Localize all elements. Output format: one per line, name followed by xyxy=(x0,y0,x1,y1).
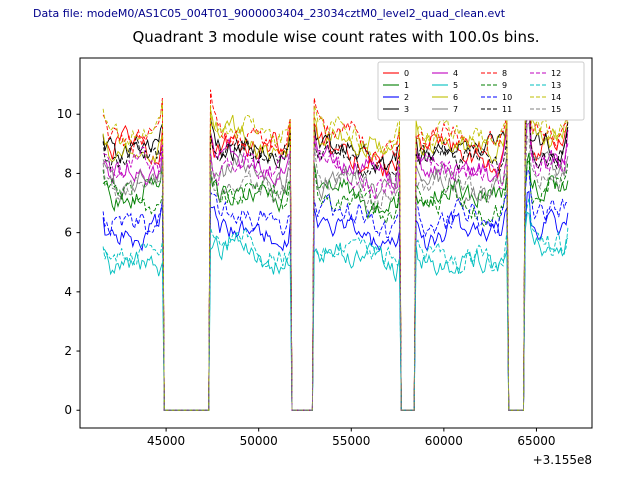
legend-entry-9: 9 xyxy=(481,81,507,90)
legend-entry-15: 15 xyxy=(530,105,561,114)
legend-entry-0: 0 xyxy=(383,69,409,78)
legend-label: 1 xyxy=(404,81,409,90)
legend-label: 4 xyxy=(453,69,458,78)
y-tick-label: 6 xyxy=(64,226,72,240)
legend-entry-13: 13 xyxy=(530,81,561,90)
legend-entry-14: 14 xyxy=(530,93,561,102)
x-tick-label: 55000 xyxy=(332,434,370,448)
series-line-13 xyxy=(102,197,569,411)
data-file-label: Data file: modeM0/AS1C05_004T01_90000034… xyxy=(33,7,506,20)
y-tick-label: 0 xyxy=(64,403,72,417)
legend-label: 8 xyxy=(502,69,507,78)
legend-entry-11: 11 xyxy=(481,105,512,114)
legend-label: 15 xyxy=(551,105,561,114)
legend-label: 6 xyxy=(453,93,458,102)
legend-entry-6: 6 xyxy=(432,93,458,102)
legend-label: 10 xyxy=(502,93,512,102)
legend-label: 9 xyxy=(502,81,507,90)
series-line-15 xyxy=(102,134,569,411)
legend-entry-7: 7 xyxy=(432,105,458,114)
y-tick-label: 2 xyxy=(64,344,72,358)
x-tick-label: 45000 xyxy=(147,434,185,448)
legend-label: 5 xyxy=(453,81,458,90)
legend-label: 11 xyxy=(502,105,512,114)
legend-label: 2 xyxy=(404,93,409,102)
legend-entry-5: 5 xyxy=(432,81,458,90)
x-tick-label: 60000 xyxy=(425,434,463,448)
legend-entry-4: 4 xyxy=(432,69,458,78)
legend-entry-10: 10 xyxy=(481,93,512,102)
legend-label: 13 xyxy=(551,81,561,90)
legend-entry-12: 12 xyxy=(530,69,561,78)
y-tick-label: 4 xyxy=(64,285,72,299)
legend-label: 14 xyxy=(551,93,561,102)
legend-label: 7 xyxy=(453,105,458,114)
legend-label: 3 xyxy=(404,105,409,114)
series-line-9 xyxy=(102,158,569,411)
y-axis-ticks: 0 2 4 6 8 10 xyxy=(57,107,80,417)
x-tick-label: 50000 xyxy=(240,434,278,448)
legend-label: 12 xyxy=(551,69,561,78)
legend-entry-1: 1 xyxy=(383,81,409,90)
legend-frame xyxy=(377,61,585,121)
x-tick-label: 65000 xyxy=(517,434,555,448)
series-lines xyxy=(102,71,569,411)
x-axis-offset-label: +3.155e8 xyxy=(533,453,592,467)
legend-entry-2: 2 xyxy=(383,93,409,102)
y-tick-label: 8 xyxy=(64,166,72,180)
y-tick-label: 10 xyxy=(57,107,72,121)
legend-entry-3: 3 xyxy=(383,105,409,114)
x-axis-ticks: 45000 50000 55000 60000 65000 xyxy=(147,428,556,448)
chart-title: Quadrant 3 module wise count rates with … xyxy=(132,28,539,46)
legend-label: 0 xyxy=(404,69,409,78)
legend-entry-8: 8 xyxy=(481,69,507,78)
